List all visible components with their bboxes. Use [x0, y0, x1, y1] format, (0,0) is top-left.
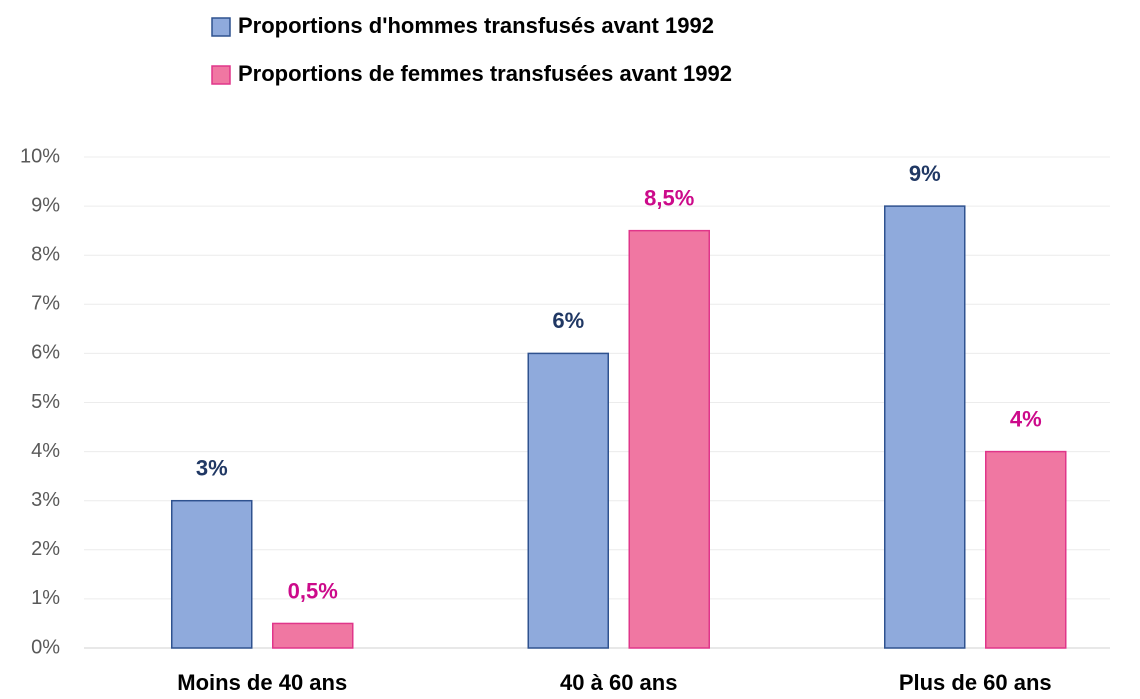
bar: [527, 352, 609, 649]
value-label: 8,5%: [644, 185, 694, 210]
y-tick-label: 1%: [31, 587, 60, 609]
y-tick-label: 9%: [31, 194, 60, 216]
x-tick-label: Moins de 40 ans: [177, 670, 347, 695]
y-tick-label: 6%: [31, 342, 60, 364]
bar: [628, 229, 710, 649]
value-label: 9%: [909, 161, 941, 186]
legend-label: Proportions de femmes transfusées avant …: [238, 61, 732, 86]
bar: [884, 205, 966, 649]
x-tick-label: Plus de 60 ans: [899, 670, 1052, 695]
bar: [985, 450, 1067, 649]
value-label: 6%: [552, 308, 584, 333]
legend-swatch: [211, 65, 231, 85]
y-tick-label: 3%: [31, 489, 60, 511]
y-tick-label: 2%: [31, 538, 60, 560]
y-tick-label: 5%: [31, 391, 60, 413]
bar: [272, 622, 354, 649]
value-label: 4%: [1010, 406, 1042, 431]
value-label: 3%: [196, 456, 228, 481]
y-tick-label: 8%: [31, 243, 60, 265]
y-tick-label: 0%: [31, 636, 60, 658]
legend-swatch: [211, 17, 231, 37]
y-tick-label: 10%: [20, 145, 60, 167]
legend-label: Proportions d'hommes transfusés avant 19…: [238, 13, 714, 38]
value-label: 0,5%: [288, 578, 338, 603]
bar: [171, 499, 253, 649]
y-tick-label: 7%: [31, 293, 60, 315]
y-tick-label: 4%: [31, 440, 60, 462]
x-tick-label: 40 à 60 ans: [560, 670, 677, 695]
